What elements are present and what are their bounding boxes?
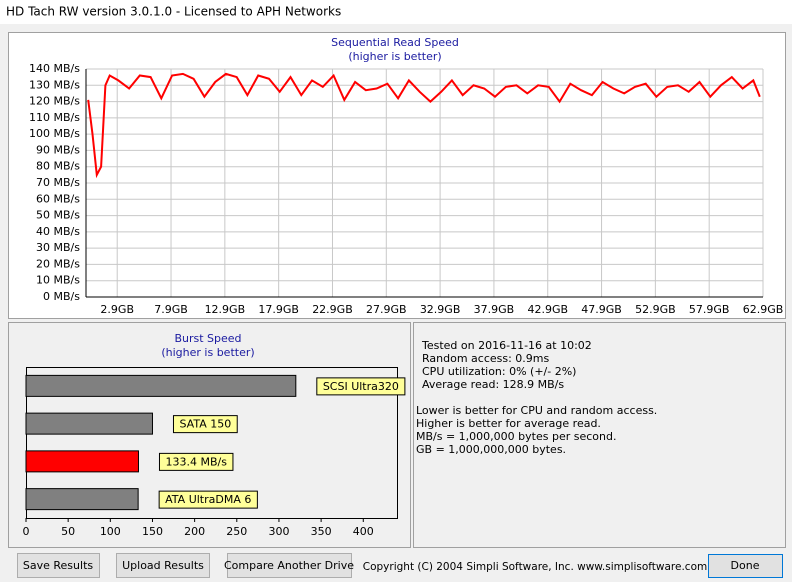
read-line [87,72,761,179]
x-tick-label: 50 [61,525,75,538]
x-tick-label: 47.9GB [581,303,622,316]
bar [25,450,139,473]
copyright: Copyright (C) 2004 Simpli Software, Inc.… [363,561,707,573]
button-frame [708,554,783,578]
info-panel [413,322,786,548]
x-tick-label: 300 [268,525,289,538]
x-tick-label: 350 [311,525,332,538]
bar-label-box [158,452,234,471]
x-tick-label: 57.9GB [689,303,730,316]
y-tick-label: 60 MB/s [36,192,80,205]
info-line: CPU utilization: 0% (+/- 2%) [422,365,576,378]
read-panel [8,32,786,319]
read-title: Sequential Read Speed [331,36,459,49]
x-tick-label: 62.9GB [743,303,784,316]
y-tick-label: 30 MB/s [36,241,80,254]
info-note: GB = 1,000,000,000 bytes. [416,443,566,456]
bar-label-text: SATA 150 [179,418,231,431]
x-tick-label: 22.9GB [312,303,353,316]
x-tick-label: 400 [353,525,374,538]
bar [25,374,297,397]
y-tick-label: 40 MB/s [36,225,80,238]
burst-subtitle: (higher is better) [161,346,254,359]
button-label: Compare Another Drive [224,559,354,572]
button-frame [227,553,352,578]
info-note: Lower is better for CPU and random acces… [416,404,657,417]
read-subtitle: (higher is better) [348,50,441,63]
x-tick-label: 27.9GB [366,303,407,316]
y-tick-label: 50 MB/s [36,209,80,222]
y-tick-label: 130 MB/s [29,78,80,91]
info-line: Tested on 2016-11-16 at 10:02 [421,339,592,352]
x-tick-label: 150 [142,525,163,538]
x-tick-label: 0 [23,525,30,538]
window-title: HD Tach RW version 3.0.1.0 - Licensed to… [6,5,341,19]
bar-label-text: 133.4 MB/s [165,455,227,468]
bar-label-text: SCSI Ultra320 [323,380,399,393]
bar-label-box [158,490,258,509]
button-label: Upload Results [122,559,204,572]
y-tick-label: 140 MB/s [29,62,80,75]
bar-label: ATA UltraDMA 6 [158,490,258,509]
y-tick-label: 10 MB/s [36,274,80,287]
x-tick-label: 12.9GB [205,303,246,316]
x-tick-label: 32.9GB [420,303,461,316]
bar [25,412,153,435]
upload-button[interactable]: Upload Results [116,553,210,578]
info-line: Random access: 0.9ms [422,352,550,365]
x-tick-label: 42.9GB [527,303,568,316]
title-bar [0,0,792,24]
info-note: Higher is better for average read. [416,417,601,430]
y-tick-label: 100 MB/s [29,127,80,140]
x-tick-label: 17.9GB [258,303,299,316]
x-tick-label: 200 [184,525,205,538]
y-tick-label: 20 MB/s [36,257,80,270]
button-frame [17,553,100,578]
button-label: Done [731,559,760,572]
done-button[interactable]: Done [708,554,783,578]
x-tick-label: 52.9GB [635,303,676,316]
burst-title: Burst Speed [174,332,241,345]
y-tick-label: 90 MB/s [36,143,80,156]
info-note: MB/s = 1,000,000 bytes per second. [416,430,616,443]
y-tick-label: 80 MB/s [36,160,80,173]
bar-label: SCSI Ultra320 [316,377,406,396]
y-tick-label: 110 MB/s [29,111,80,124]
x-tick-label: 2.9GB [100,303,134,316]
bar [25,488,139,511]
bar-label-text: ATA UltraDMA 6 [165,493,251,506]
bar-label: 133.4 MB/s [158,452,234,471]
x-tick-label: 37.9GB [474,303,515,316]
x-tick-label: 100 [100,525,121,538]
bar-label-box [316,377,406,396]
y-tick-label: 70 MB/s [36,176,80,189]
y-tick-label: 0 MB/s [43,290,80,303]
y-tick-label: 120 MB/s [29,95,80,108]
x-tick-label: 250 [226,525,247,538]
button-frame [116,553,210,578]
save-button[interactable]: Save Results [17,553,100,578]
compare-button[interactable]: Compare Another Drive [224,553,354,578]
x-tick-label: 7.9GB [154,303,188,316]
info-line: Average read: 128.9 MB/s [422,378,564,391]
bar-label-box [172,415,238,434]
bar-label: SATA 150 [172,415,238,434]
button-label: Save Results [23,559,93,572]
